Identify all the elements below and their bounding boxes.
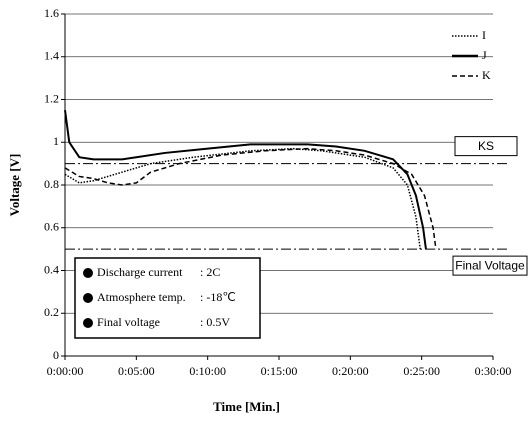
x-tick-label: 0:25:00	[403, 364, 440, 378]
x-tick-label: 0:05:00	[118, 364, 155, 378]
legend-label: K	[482, 68, 491, 82]
x-tick-label: 0:10:00	[189, 364, 226, 378]
condition-value: : -18℃	[200, 290, 236, 304]
x-tick-label: 0:00:00	[47, 364, 84, 378]
bullet	[83, 293, 93, 303]
legend-label: J	[482, 48, 487, 62]
condition-label: Atmosphere temp.	[97, 290, 186, 304]
reference-label: KS	[478, 139, 494, 153]
series-line	[64, 110, 427, 250]
reference-label-box	[454, 136, 518, 157]
y-tick-label: 1	[53, 134, 59, 148]
bullet	[83, 268, 93, 278]
condition-value: : 0.5V	[200, 315, 230, 329]
reference-label-box	[452, 255, 528, 276]
y-tick-label: 0	[53, 348, 59, 362]
x-tick-label: 0:15:00	[261, 364, 298, 378]
x-tick-label: 0:20:00	[332, 364, 369, 378]
y-tick-label: 0.6	[44, 220, 59, 234]
condition-value: : 2C	[200, 265, 220, 279]
series-line	[64, 147, 437, 250]
y-tick-label: 0.2	[44, 305, 59, 319]
x-tick-label: 0:30:00	[475, 364, 512, 378]
y-tick-label: 1.6	[44, 6, 59, 20]
condition-label: Discharge current	[97, 265, 183, 279]
bullet	[83, 318, 93, 328]
y-tick-label: 0.4	[44, 262, 59, 276]
condition-label: Final voltage	[97, 315, 160, 329]
legend-label: I	[482, 28, 486, 42]
y-axis-label: Voltage [V]	[7, 154, 22, 217]
reference-label: Final Voltage	[455, 258, 525, 272]
x-axis-label: Time [Min.]	[213, 399, 280, 414]
y-tick-label: 1.4	[44, 49, 59, 63]
y-tick-label: 1.2	[44, 91, 59, 105]
y-tick-label: 0.8	[44, 177, 59, 191]
conditions-box	[74, 257, 261, 339]
